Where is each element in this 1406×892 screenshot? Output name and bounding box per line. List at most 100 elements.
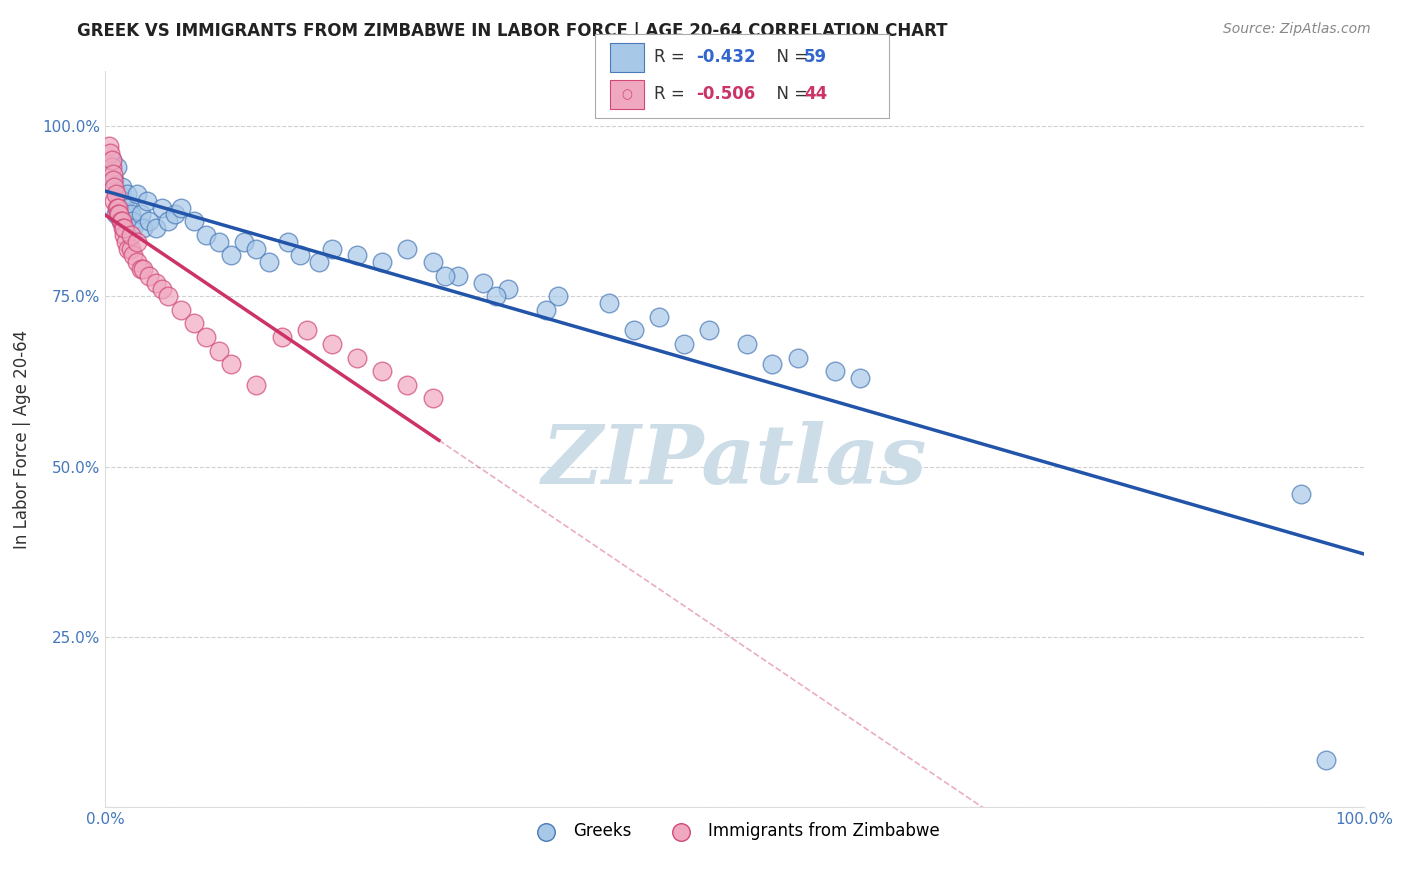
Point bbox=[208, 235, 231, 249]
Point bbox=[117, 201, 139, 215]
Point bbox=[699, 323, 721, 337]
Text: ZIPatlas: ZIPatlas bbox=[541, 421, 928, 501]
Point bbox=[117, 242, 139, 256]
Point bbox=[103, 194, 125, 208]
Point bbox=[170, 302, 193, 317]
Point bbox=[257, 255, 280, 269]
Point bbox=[132, 221, 155, 235]
Point bbox=[371, 255, 394, 269]
Point bbox=[195, 227, 218, 242]
Point bbox=[290, 248, 312, 262]
Point bbox=[111, 180, 134, 194]
Text: N =: N = bbox=[766, 48, 814, 66]
Point bbox=[396, 377, 419, 392]
Point bbox=[108, 207, 131, 221]
Point bbox=[150, 282, 173, 296]
Point bbox=[648, 310, 671, 324]
Point bbox=[103, 180, 125, 194]
Point bbox=[150, 201, 173, 215]
Point bbox=[277, 235, 299, 249]
Point bbox=[104, 207, 127, 221]
Point bbox=[245, 242, 267, 256]
Point bbox=[623, 323, 645, 337]
Point bbox=[422, 255, 444, 269]
Point bbox=[98, 139, 121, 153]
Point bbox=[136, 194, 159, 208]
Point bbox=[598, 296, 620, 310]
Y-axis label: In Labor Force | Age 20-64: In Labor Force | Age 20-64 bbox=[14, 330, 31, 549]
Text: Source: ZipAtlas.com: Source: ZipAtlas.com bbox=[1223, 22, 1371, 37]
Text: R =: R = bbox=[654, 48, 690, 66]
Point bbox=[114, 207, 136, 221]
Point bbox=[100, 153, 122, 167]
Text: ○: ○ bbox=[621, 87, 633, 101]
Point bbox=[120, 242, 142, 256]
Point bbox=[434, 268, 457, 283]
Point bbox=[396, 242, 419, 256]
Point bbox=[112, 221, 135, 235]
Point bbox=[120, 207, 142, 221]
Point bbox=[371, 364, 394, 378]
Point bbox=[208, 343, 231, 358]
Point bbox=[145, 221, 167, 235]
Point bbox=[673, 337, 696, 351]
Point bbox=[129, 207, 152, 221]
Point bbox=[484, 289, 506, 303]
Point bbox=[107, 201, 129, 215]
Point bbox=[110, 214, 132, 228]
Point bbox=[245, 377, 267, 392]
Legend: Greeks, Immigrants from Zimbabwe: Greeks, Immigrants from Zimbabwe bbox=[523, 815, 946, 847]
Point bbox=[163, 207, 186, 221]
Point bbox=[308, 255, 330, 269]
Text: -0.506: -0.506 bbox=[696, 86, 755, 103]
Point bbox=[125, 235, 148, 249]
Point bbox=[107, 201, 129, 215]
Point bbox=[422, 392, 444, 406]
Point bbox=[346, 351, 368, 365]
Point bbox=[534, 302, 557, 317]
Text: -0.432: -0.432 bbox=[696, 48, 755, 66]
Point bbox=[103, 173, 125, 187]
Text: N =: N = bbox=[766, 86, 814, 103]
Point bbox=[101, 167, 124, 181]
Point bbox=[129, 262, 152, 277]
Point bbox=[1315, 753, 1337, 767]
Point bbox=[100, 146, 122, 161]
Point bbox=[321, 337, 343, 351]
Point bbox=[786, 351, 808, 365]
Point bbox=[346, 248, 368, 262]
Point bbox=[145, 276, 167, 290]
Point bbox=[101, 173, 124, 187]
Point bbox=[157, 214, 180, 228]
Point bbox=[122, 221, 145, 235]
Point bbox=[111, 214, 134, 228]
Point bbox=[108, 187, 131, 202]
Point bbox=[232, 235, 254, 249]
Point bbox=[270, 330, 292, 344]
Point bbox=[122, 248, 145, 262]
Point bbox=[321, 242, 343, 256]
Point bbox=[100, 153, 122, 167]
Point bbox=[138, 268, 160, 283]
Point bbox=[121, 214, 143, 228]
Point bbox=[195, 330, 218, 344]
Point bbox=[447, 268, 470, 283]
Point bbox=[219, 248, 242, 262]
Point bbox=[471, 276, 495, 290]
Point bbox=[295, 323, 318, 337]
Point bbox=[183, 214, 205, 228]
Point bbox=[110, 214, 132, 228]
Point bbox=[132, 262, 155, 277]
Text: R =: R = bbox=[654, 86, 690, 103]
Point bbox=[183, 317, 205, 331]
Point bbox=[824, 364, 846, 378]
Point bbox=[120, 227, 142, 242]
Point bbox=[112, 221, 135, 235]
Point bbox=[157, 289, 180, 303]
Point bbox=[105, 160, 128, 174]
Point bbox=[219, 357, 242, 371]
Point bbox=[125, 255, 148, 269]
Point bbox=[849, 371, 872, 385]
Point bbox=[1289, 487, 1312, 501]
Point bbox=[107, 207, 129, 221]
